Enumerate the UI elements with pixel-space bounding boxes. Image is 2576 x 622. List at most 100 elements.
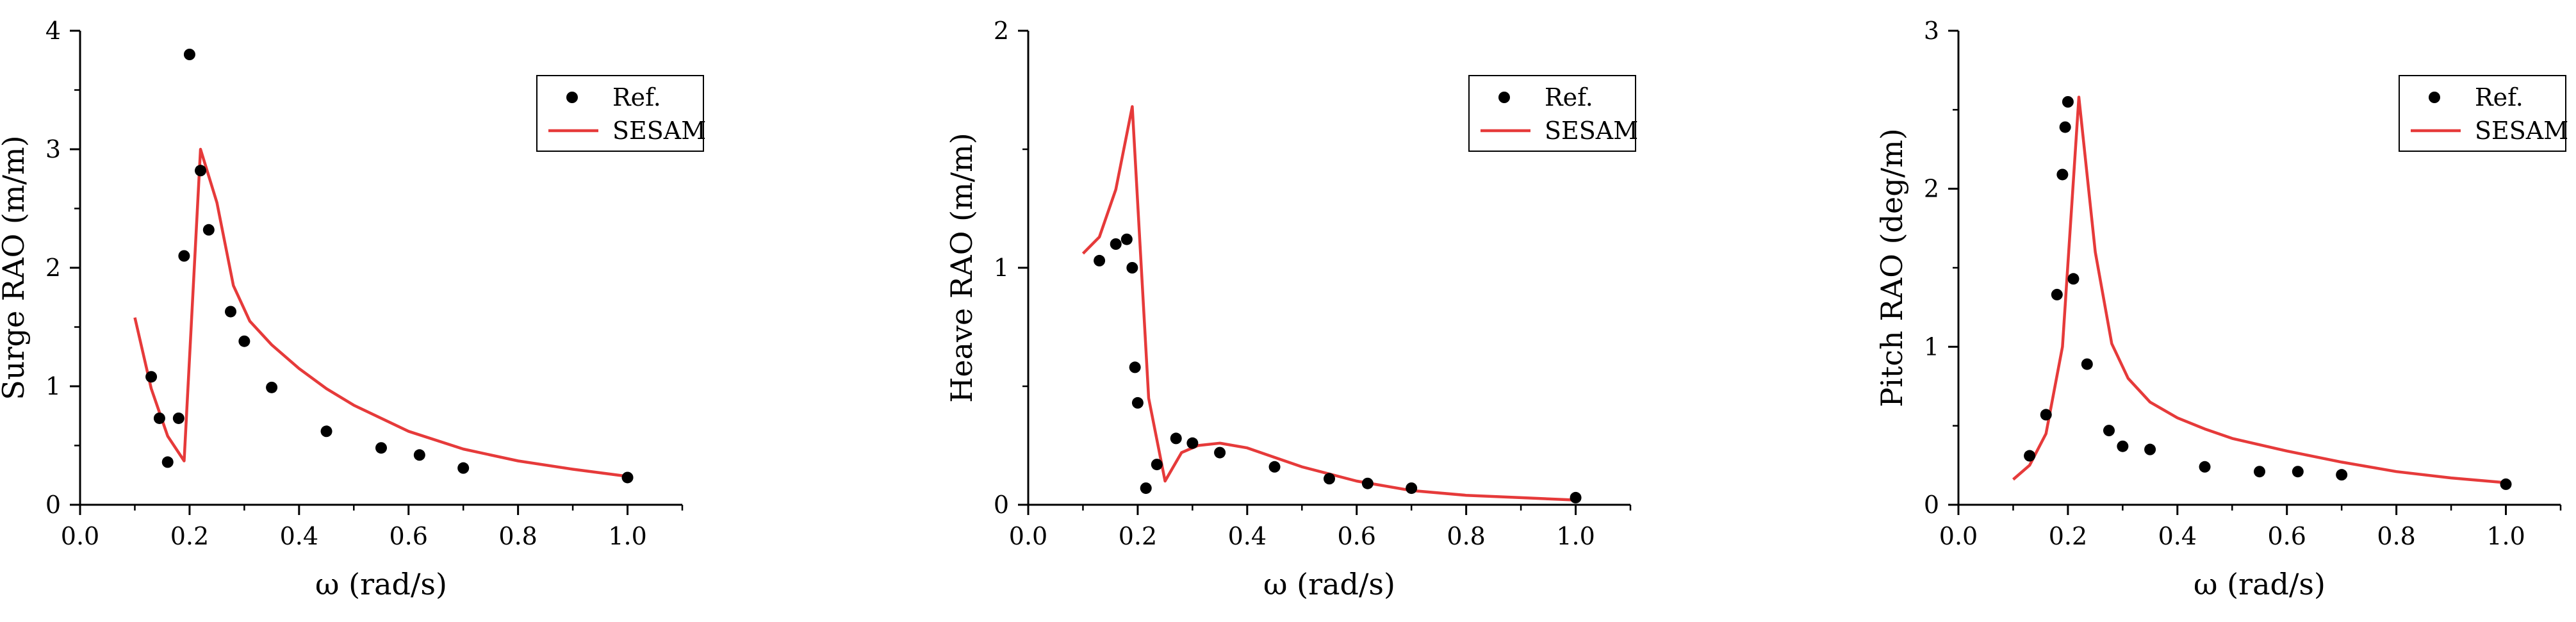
- y-tick-label: 3: [45, 135, 61, 163]
- data-point-ref: [172, 412, 185, 424]
- legend-label-sesam: SESAM: [1545, 117, 1638, 145]
- data-point-ref: [1268, 461, 1281, 473]
- data-point-ref: [375, 442, 387, 454]
- data-point-ref: [621, 471, 634, 484]
- data-point-ref: [238, 335, 250, 347]
- x-tick-label: 0.4: [280, 522, 318, 550]
- data-point-ref: [2144, 443, 2156, 455]
- legend: Ref. SESAM: [536, 75, 706, 152]
- data-point-ref: [225, 306, 236, 318]
- chart-panel-2: 0.0 0.2 0.4 0.6 0.8 1.0 0 1 2 ω (rad/s) Heave RAO …: [944, 17, 1638, 602]
- data-point-ref: [1186, 437, 1199, 449]
- x-tick-label: 0.4: [2158, 522, 2197, 550]
- data-point-ref: [2117, 440, 2129, 452]
- legend-label-ref: Ref.: [1545, 83, 1593, 111]
- data-point-ref: [2067, 273, 2080, 285]
- y-tick-label: 3: [1924, 17, 1939, 45]
- data-point-ref: [2024, 450, 2036, 462]
- x-tick-label: 0.6: [1338, 522, 1376, 550]
- legend: Ref. SESAM: [1468, 75, 1638, 152]
- data-point-ref: [266, 381, 278, 393]
- x-tick-label: 0.2: [170, 522, 209, 550]
- data-point-ref: [2292, 466, 2304, 478]
- series-line-sesam: [133, 147, 628, 478]
- x-tick-label: 0.0: [1939, 522, 1978, 550]
- x-tick-label: 1.0: [2486, 522, 2525, 550]
- y-tick-label: 2: [45, 254, 61, 282]
- data-point-ref: [1131, 397, 1144, 409]
- data-point-ref: [2500, 478, 2512, 490]
- data-point-ref: [161, 456, 174, 468]
- series-line-sesam: [1081, 105, 1576, 502]
- data-point-ref: [320, 425, 332, 438]
- y-tick-label: 0: [45, 491, 61, 519]
- data-point-ref: [2062, 96, 2074, 108]
- data-point-ref: [2059, 121, 2071, 133]
- data-point-ref: [2199, 461, 2211, 473]
- legend-label-sesam: SESAM: [612, 117, 706, 145]
- x-tick-label: 0.6: [390, 522, 428, 550]
- y-tick-label: 4: [45, 17, 61, 45]
- data-point-ref: [2056, 168, 2069, 181]
- legend-box: [1468, 75, 1636, 152]
- x-tick-label: 0.8: [1447, 522, 1485, 550]
- data-point-ref: [178, 250, 190, 262]
- legend-marker-ref: [1498, 92, 1510, 103]
- data-point-ref: [1361, 477, 1374, 489]
- data-point-ref: [2254, 466, 2265, 478]
- y-tick-label: 2: [1924, 175, 1939, 203]
- y-tick-label: 0: [1924, 491, 1939, 519]
- x-tick-label: 1.0: [1556, 522, 1595, 550]
- y-tick-label: 1: [1924, 332, 1939, 361]
- data-point-ref: [153, 412, 165, 424]
- legend-box: [536, 75, 704, 152]
- x-tick-label: 0.8: [498, 522, 537, 550]
- data-point-ref: [1110, 238, 1122, 250]
- data-point-ref: [195, 165, 206, 177]
- x-tick-label: 0.2: [2049, 522, 2087, 550]
- legend-box: [2399, 75, 2566, 152]
- y-tick-label: 2: [994, 17, 1009, 45]
- x-tick-label: 1.0: [608, 522, 646, 550]
- data-point-ref: [2040, 409, 2052, 421]
- chart-panel-3: 0.0 0.2 0.4 0.6 0.8 1.0 0 1 2 3 ω (rad/s) Pitch RAO…: [1875, 17, 2568, 602]
- data-point-ref: [1129, 361, 1141, 373]
- x-tick-label: 0.2: [1119, 522, 1157, 550]
- data-point-ref: [145, 371, 158, 383]
- y-tick-label: 0: [994, 491, 1009, 519]
- y-axis-title: Pitch RAO (deg/m): [1875, 128, 1909, 407]
- legend-label-sesam: SESAM: [2475, 117, 2568, 145]
- data-point-ref: [1324, 473, 1335, 485]
- data-point-ref: [1214, 446, 1226, 459]
- x-axis-title: ω (rad/s): [1263, 567, 1395, 602]
- y-tick-label: 1: [994, 254, 1009, 282]
- chart-panel-1: 0.0 0.2 0.4 0.6 0.8 1.0 0 1 2 3 4 ω (rad/s) Surge RA…: [0, 17, 706, 602]
- x-axis-title: ω (rad/s): [315, 567, 447, 602]
- legend: Ref. SESAM: [2399, 75, 2568, 152]
- legend-label-ref: Ref.: [2475, 83, 2523, 111]
- data-point-ref: [2081, 358, 2093, 370]
- x-tick-label: 0.6: [2268, 522, 2306, 550]
- data-point-ref: [2336, 469, 2348, 481]
- data-point-ref: [2103, 425, 2115, 437]
- x-axis-title: ω (rad/s): [2194, 567, 2326, 602]
- data-point-ref: [183, 49, 195, 60]
- data-point-ref: [202, 224, 215, 236]
- y-axis-title: Surge RAO (m/m): [0, 135, 31, 400]
- data-point-ref: [1170, 432, 1182, 445]
- x-tick-label: 0.4: [1228, 522, 1267, 550]
- data-point-ref: [1570, 491, 1582, 503]
- x-tick-label: 0.0: [1009, 522, 1047, 550]
- legend-marker-ref: [566, 92, 578, 103]
- data-point-ref: [457, 462, 470, 474]
- legend-marker-ref: [2429, 92, 2440, 103]
- x-tick-label: 0.0: [61, 522, 99, 550]
- data-point-ref: [413, 449, 425, 461]
- series-line-sesam: [2012, 95, 2506, 484]
- y-axis-title: Heave RAO (m/m): [944, 133, 979, 402]
- data-point-ref: [1406, 482, 1418, 495]
- x-tick-label: 0.8: [2377, 522, 2415, 550]
- data-point-ref: [1120, 233, 1133, 245]
- data-point-ref: [1151, 459, 1163, 471]
